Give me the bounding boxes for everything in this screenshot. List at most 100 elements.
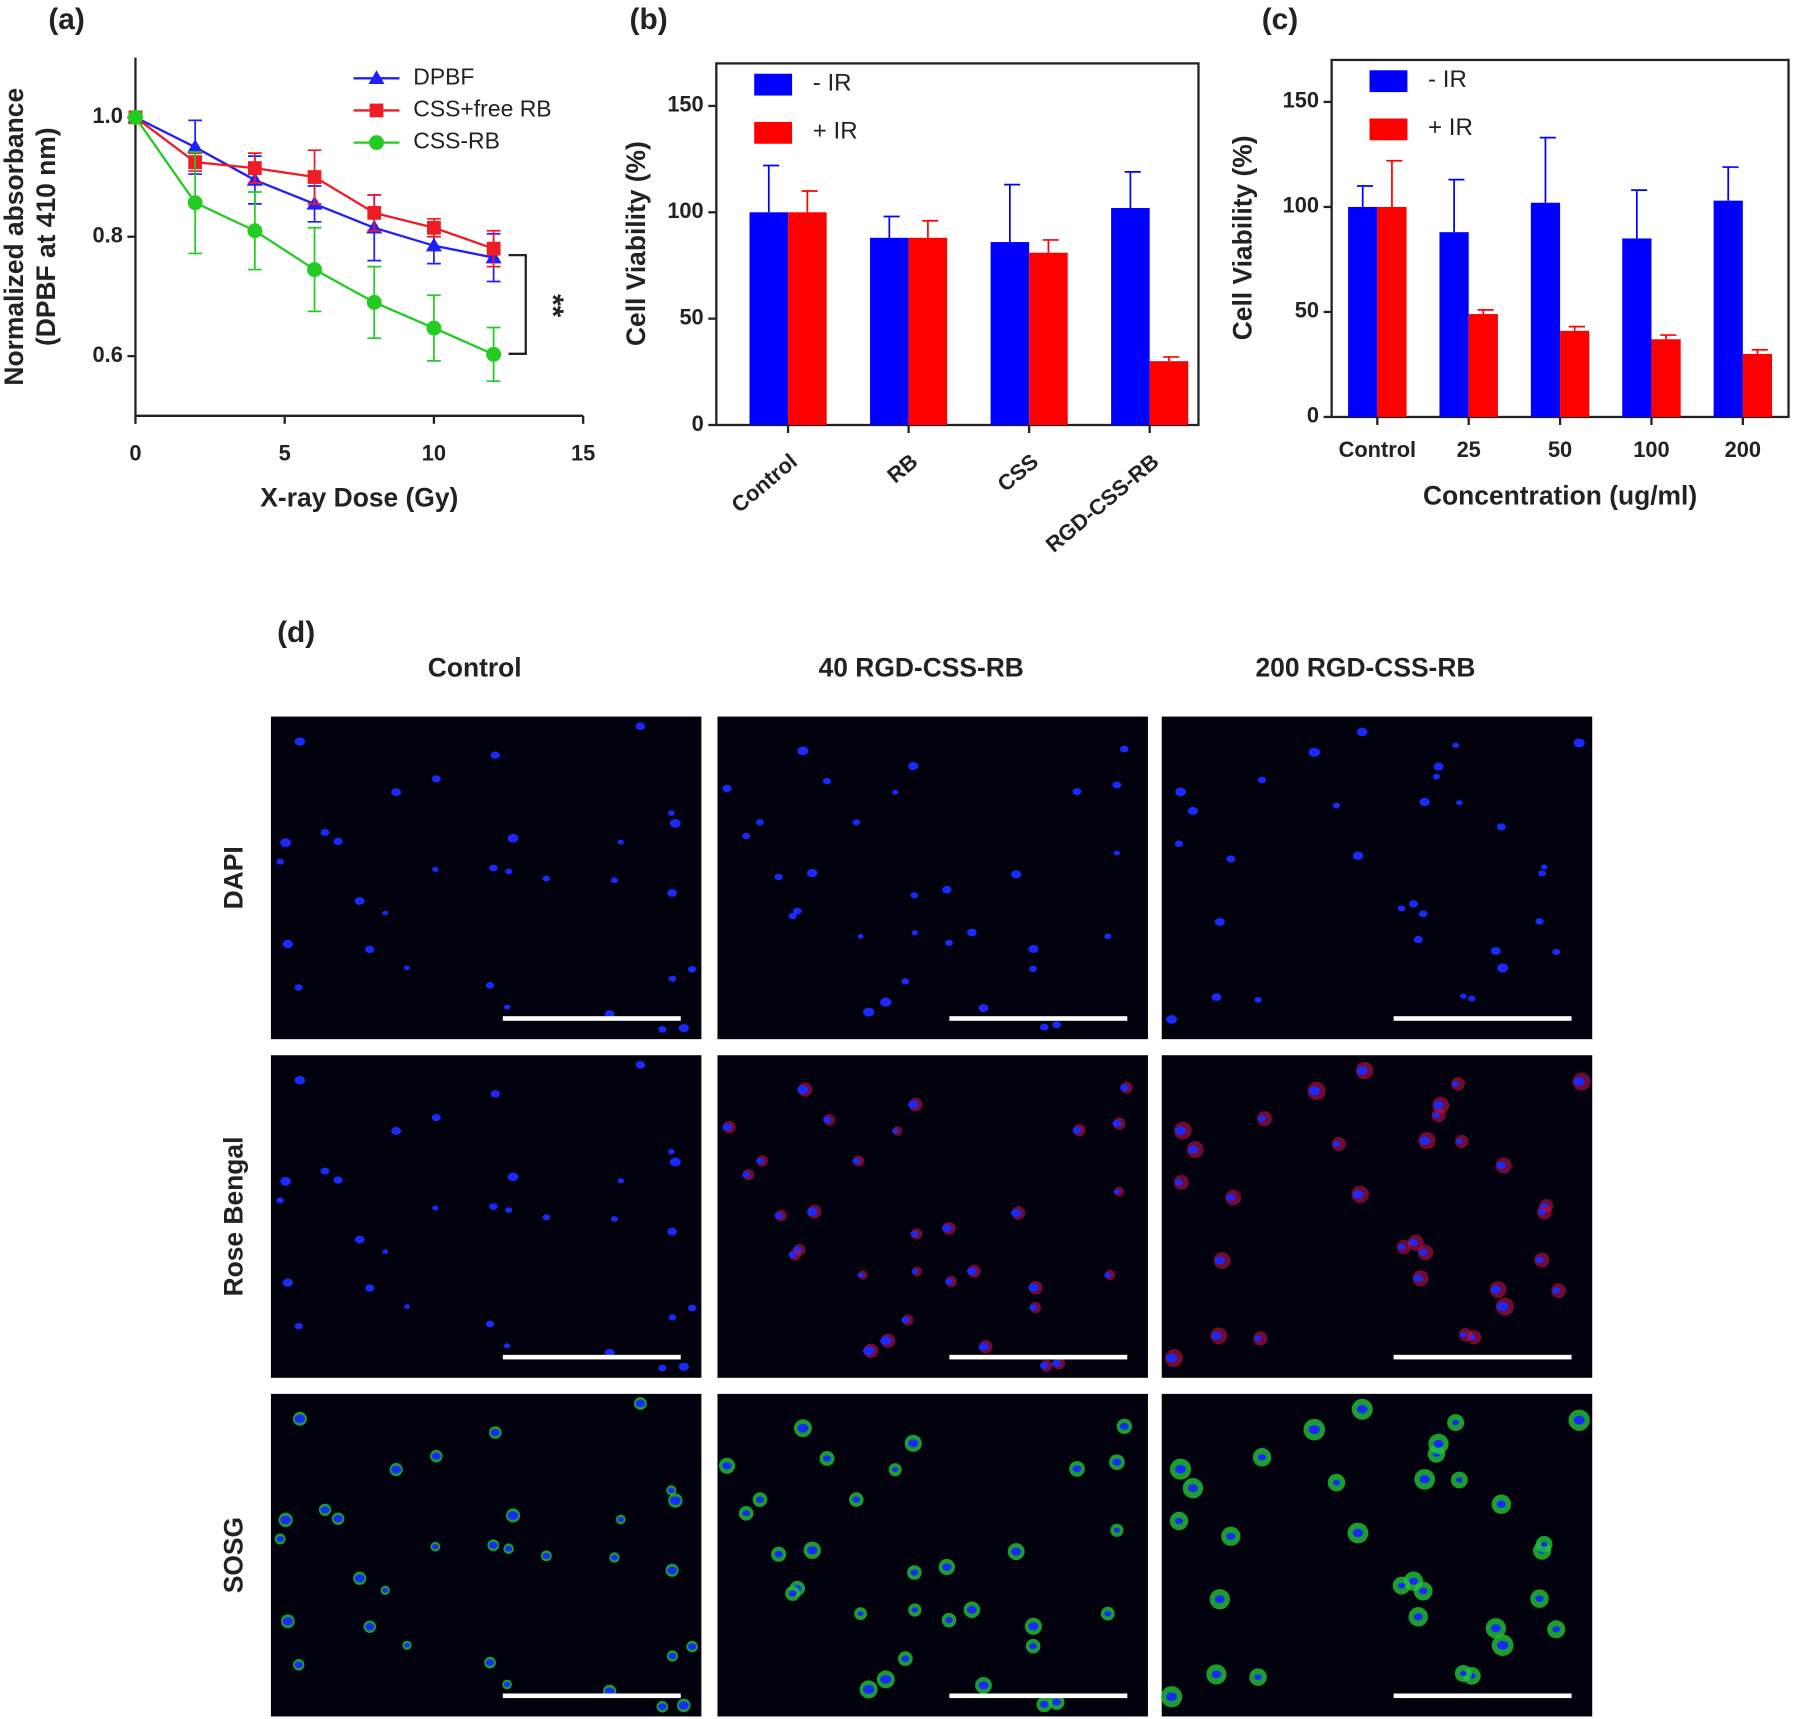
error-bar (1386, 159, 1403, 207)
nucleus (892, 1467, 899, 1473)
nucleus (978, 1342, 989, 1351)
nucleus (1540, 1541, 1548, 1547)
nucleus (678, 1701, 689, 1710)
legend-swatch (754, 121, 793, 144)
nucleus (1419, 1475, 1430, 1484)
nucleus (404, 965, 410, 971)
nucleus (911, 930, 919, 936)
y-axis-label: Cell Viability (%) (621, 141, 651, 346)
nucleus (1352, 1190, 1364, 1199)
legend-label: - IR (813, 69, 852, 96)
error-bar (1124, 171, 1141, 209)
x-axis-label: Concentration (ug/ml) (1423, 480, 1697, 510)
nucleus (722, 1123, 732, 1131)
nucleus (1552, 1626, 1561, 1633)
nucleus (908, 761, 919, 771)
legend-label: CSS-RB (413, 128, 500, 154)
error-bar (1163, 356, 1180, 362)
data-point (247, 223, 263, 239)
nucleus (1452, 1081, 1459, 1087)
nucleus (382, 910, 389, 916)
nucleus (1029, 1643, 1038, 1650)
nucleus (1214, 917, 1225, 926)
nucleus (282, 1617, 294, 1626)
micrograph (717, 1055, 1148, 1378)
micrograph (1161, 1393, 1593, 1717)
legend-label: CSS+free RB (413, 96, 551, 122)
y-axis-label: Normalized absorbance (0, 88, 29, 386)
data-point (426, 320, 442, 336)
nucleus (862, 1346, 875, 1356)
row-label: DAPI (218, 846, 248, 909)
data-point (187, 139, 204, 153)
y-axis-label: Cell Viability (%) (1227, 135, 1257, 340)
nucleus (391, 788, 402, 797)
nucleus (404, 1304, 410, 1309)
nucleus (1490, 946, 1501, 955)
nucleus (1452, 742, 1459, 748)
nucleus (1418, 910, 1428, 918)
nucleus (678, 1362, 689, 1371)
nucleus (635, 1399, 646, 1408)
nucleus (1214, 1256, 1225, 1265)
bar (1348, 206, 1378, 417)
nucleus (942, 1563, 952, 1571)
nucleus (910, 1230, 919, 1238)
nucleus (635, 722, 646, 730)
plot-frame (715, 62, 1200, 427)
x-tick-label: 5 (279, 441, 291, 466)
nucleus (1254, 1335, 1262, 1342)
x-tick-label: 10 (422, 441, 446, 466)
nucleus (354, 1574, 365, 1583)
legend-label: + IR (813, 118, 858, 145)
bar (1530, 202, 1561, 417)
nucleus (668, 1652, 677, 1660)
y-tick-label: 0 (692, 411, 704, 436)
nucleus (1112, 1458, 1122, 1466)
data-point (366, 294, 382, 310)
nucleus (1113, 1189, 1121, 1195)
data-point (307, 170, 322, 184)
nucleus (880, 997, 892, 1007)
nucleus (668, 975, 677, 982)
nucleus (542, 1214, 551, 1221)
nucleus (910, 892, 919, 899)
nucleus (1397, 1244, 1406, 1250)
nucleus (617, 839, 624, 845)
nucleus (610, 1216, 618, 1222)
bar (1560, 330, 1590, 417)
x-tick-label: 15 (571, 441, 595, 466)
bar (1149, 361, 1189, 425)
y-tick-label: 50 (679, 304, 703, 329)
nucleus (391, 1126, 402, 1135)
nucleus (756, 1496, 764, 1503)
nucleus (1332, 1479, 1341, 1486)
nucleus (1419, 1136, 1430, 1145)
micrograph (270, 1055, 702, 1378)
scale-bar (949, 1016, 1128, 1021)
bar (1468, 314, 1498, 417)
nucleus (507, 1172, 519, 1182)
nucleus (1496, 823, 1506, 831)
error-bar (1722, 166, 1739, 201)
nucleus (1432, 1112, 1440, 1119)
nucleus (610, 877, 618, 884)
row-label: SOSG (218, 1517, 248, 1593)
nucleus (391, 1465, 402, 1474)
nucleus (667, 1566, 677, 1575)
scale-bar (949, 1354, 1128, 1360)
nucleus (282, 1278, 294, 1287)
nucleus (505, 1207, 513, 1213)
nucleus (485, 981, 495, 989)
nucleus (1072, 1465, 1082, 1473)
nucleus (1029, 1304, 1038, 1311)
nucleus (857, 1611, 864, 1617)
nucleus (806, 1546, 818, 1555)
nucleus (1397, 905, 1406, 912)
nucleus (901, 1655, 910, 1662)
nucleus (404, 1642, 410, 1648)
nucleus (945, 939, 953, 946)
x-axis-label: X-ray Dose (Gy) (260, 483, 458, 513)
nucleus (1214, 1595, 1225, 1604)
